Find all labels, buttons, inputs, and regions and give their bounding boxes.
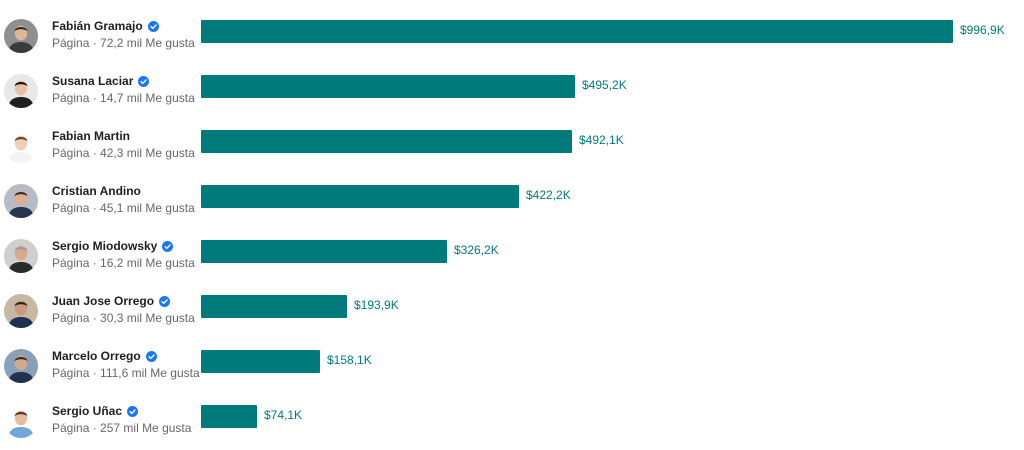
page-type: Página: [52, 36, 90, 50]
bar: [201, 240, 447, 263]
bar: [201, 405, 257, 428]
page-name-line: Fabián Gramajo: [52, 18, 159, 34]
page-likes: 257 mil Me gusta: [100, 421, 192, 435]
meta-separator: ·: [89, 201, 101, 215]
verified-badge-icon: [145, 350, 157, 362]
page-name[interactable]: Sergio Uñac: [52, 404, 123, 418]
avatar[interactable]: [4, 184, 38, 218]
meta-separator: ·: [89, 421, 101, 435]
page-name[interactable]: Juan Jose Orrego: [52, 294, 155, 308]
page-type: Página: [52, 256, 90, 270]
meta-separator: ·: [89, 311, 101, 325]
page-name[interactable]: Susana Laciar: [52, 74, 134, 88]
page-meta: Página · 72,2 mil Me gusta: [52, 36, 195, 50]
page-meta: Página · 42,3 mil Me gusta: [52, 146, 195, 160]
verified-badge-icon: [159, 295, 171, 307]
page-name[interactable]: Cristian Andino: [52, 184, 141, 198]
page-name-line: Marcelo Orrego: [52, 348, 157, 364]
bar: [201, 75, 575, 98]
page-likes: 72,2 mil Me gusta: [100, 36, 195, 50]
page-likes: 45,1 mil Me gusta: [100, 201, 195, 215]
avatar[interactable]: [4, 294, 38, 328]
page-name[interactable]: Fabián Gramajo: [52, 19, 143, 33]
chart-row: Cristian Andino Página · 45,1 mil Me gust…: [0, 183, 1024, 227]
page-type: Página: [52, 91, 90, 105]
page-meta: Página · 45,1 mil Me gusta: [52, 201, 195, 215]
verified-badge-icon: [147, 20, 159, 32]
page-likes: 14,7 mil Me gusta: [100, 91, 195, 105]
page-name[interactable]: Fabian Martin: [52, 129, 131, 143]
page-name-line: Fabian Martin: [52, 128, 130, 144]
bar-value-label: $495,2K: [582, 78, 627, 92]
bar: [201, 350, 320, 373]
page-likes: 30,3 mil Me gusta: [100, 311, 195, 325]
page-type: Página: [52, 421, 90, 435]
chart-row: Fabián Gramajo Página · 72,2 mil Me gusta…: [0, 18, 1024, 62]
bar-value-label: $422,2K: [526, 188, 571, 202]
avatar[interactable]: [4, 19, 38, 53]
bar: [201, 185, 519, 208]
avatar[interactable]: [4, 74, 38, 108]
avatar[interactable]: [4, 349, 38, 383]
verified-badge-icon: [162, 240, 174, 252]
page-name-line: Cristian Andino: [52, 183, 141, 199]
meta-separator: ·: [89, 36, 101, 50]
chart-row: Fabian Martin Página · 42,3 mil Me gusta $…: [0, 128, 1024, 172]
bar-value-label: $193,9K: [354, 298, 399, 312]
bar-value-label: $492,1K: [579, 133, 624, 147]
bar-value-label: $158,1K: [327, 353, 372, 367]
bar: [201, 130, 572, 153]
page-meta: Página · 257 mil Me gusta: [52, 421, 191, 435]
chart-row: Sergio Miodowsky Página · 16,2 mil Me gus…: [0, 238, 1024, 282]
page-meta: Página · 14,7 mil Me gusta: [52, 91, 195, 105]
avatar[interactable]: [4, 404, 38, 438]
verified-badge-icon: [127, 405, 139, 417]
page-meta: Página · 16,2 mil Me gusta: [52, 256, 195, 270]
page-likes: 16,2 mil Me gusta: [100, 256, 195, 270]
chart-row: Marcelo Orrego Página · 111,6 mil Me gust…: [0, 348, 1024, 392]
bar-value-label: $74,1K: [264, 408, 303, 422]
page-likes: 111,6 mil Me gusta: [100, 366, 200, 380]
bar-value-label: $326,2K: [454, 243, 499, 257]
verified-badge-icon: [138, 75, 150, 87]
page-name-line: Juan Jose Orrego: [52, 293, 171, 309]
chart-row: Juan Jose Orrego Página · 30,3 mil Me gus…: [0, 293, 1024, 337]
page-likes: 42,3 mil Me gusta: [100, 146, 195, 160]
bar: [201, 295, 347, 318]
page-meta: Página · 30,3 mil Me gusta: [52, 311, 195, 325]
page-type: Página: [52, 366, 90, 380]
avatar[interactable]: [4, 239, 38, 273]
meta-separator: ·: [89, 256, 101, 270]
page-type: Página: [52, 201, 90, 215]
page-name[interactable]: Sergio Miodowsky: [52, 239, 158, 253]
meta-separator: ·: [89, 146, 101, 160]
bar: [201, 20, 953, 43]
page-type: Página: [52, 311, 90, 325]
chart-row: Sergio Uñac Página · 257 mil Me gusta $74,…: [0, 403, 1024, 447]
page-name[interactable]: Marcelo Orrego: [52, 349, 141, 363]
chart-row: Susana Laciar Página · 14,7 mil Me gusta $…: [0, 73, 1024, 117]
bar-value-label: $996,9K: [960, 23, 1005, 37]
avatar[interactable]: [4, 129, 38, 163]
meta-separator: ·: [89, 366, 101, 380]
page-meta: Página · 111,6 mil Me gusta: [52, 366, 200, 380]
page-name-line: Sergio Uñac: [52, 403, 139, 419]
page-name-line: Sergio Miodowsky: [52, 238, 174, 254]
page-type: Página: [52, 146, 90, 160]
page-name-line: Susana Laciar: [52, 73, 150, 89]
meta-separator: ·: [89, 91, 101, 105]
